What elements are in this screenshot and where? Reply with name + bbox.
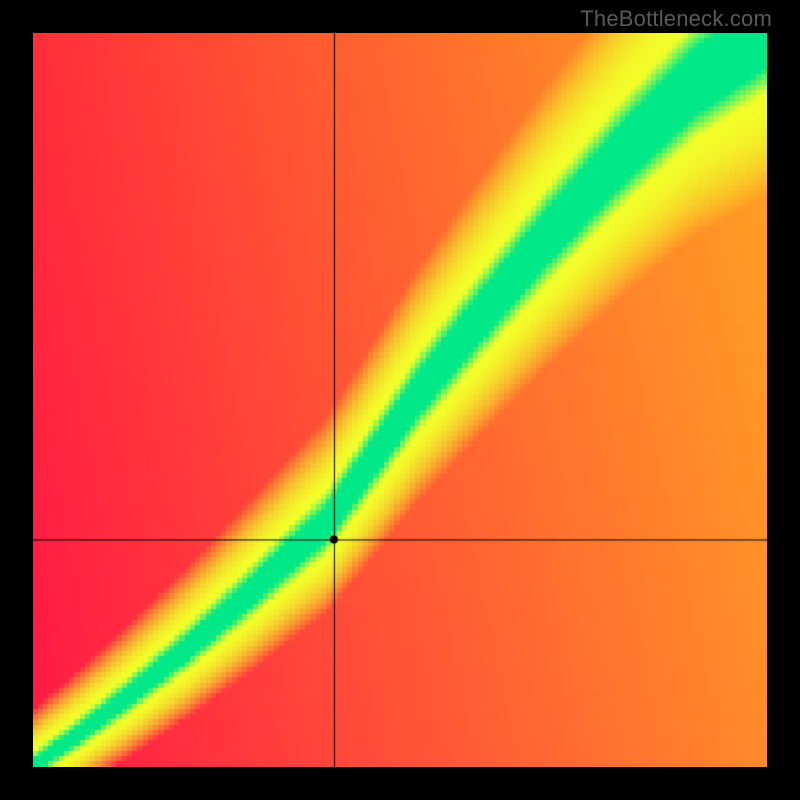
bottleneck-heatmap [33, 33, 767, 767]
watermark-text: TheBottleneck.com [580, 6, 772, 32]
